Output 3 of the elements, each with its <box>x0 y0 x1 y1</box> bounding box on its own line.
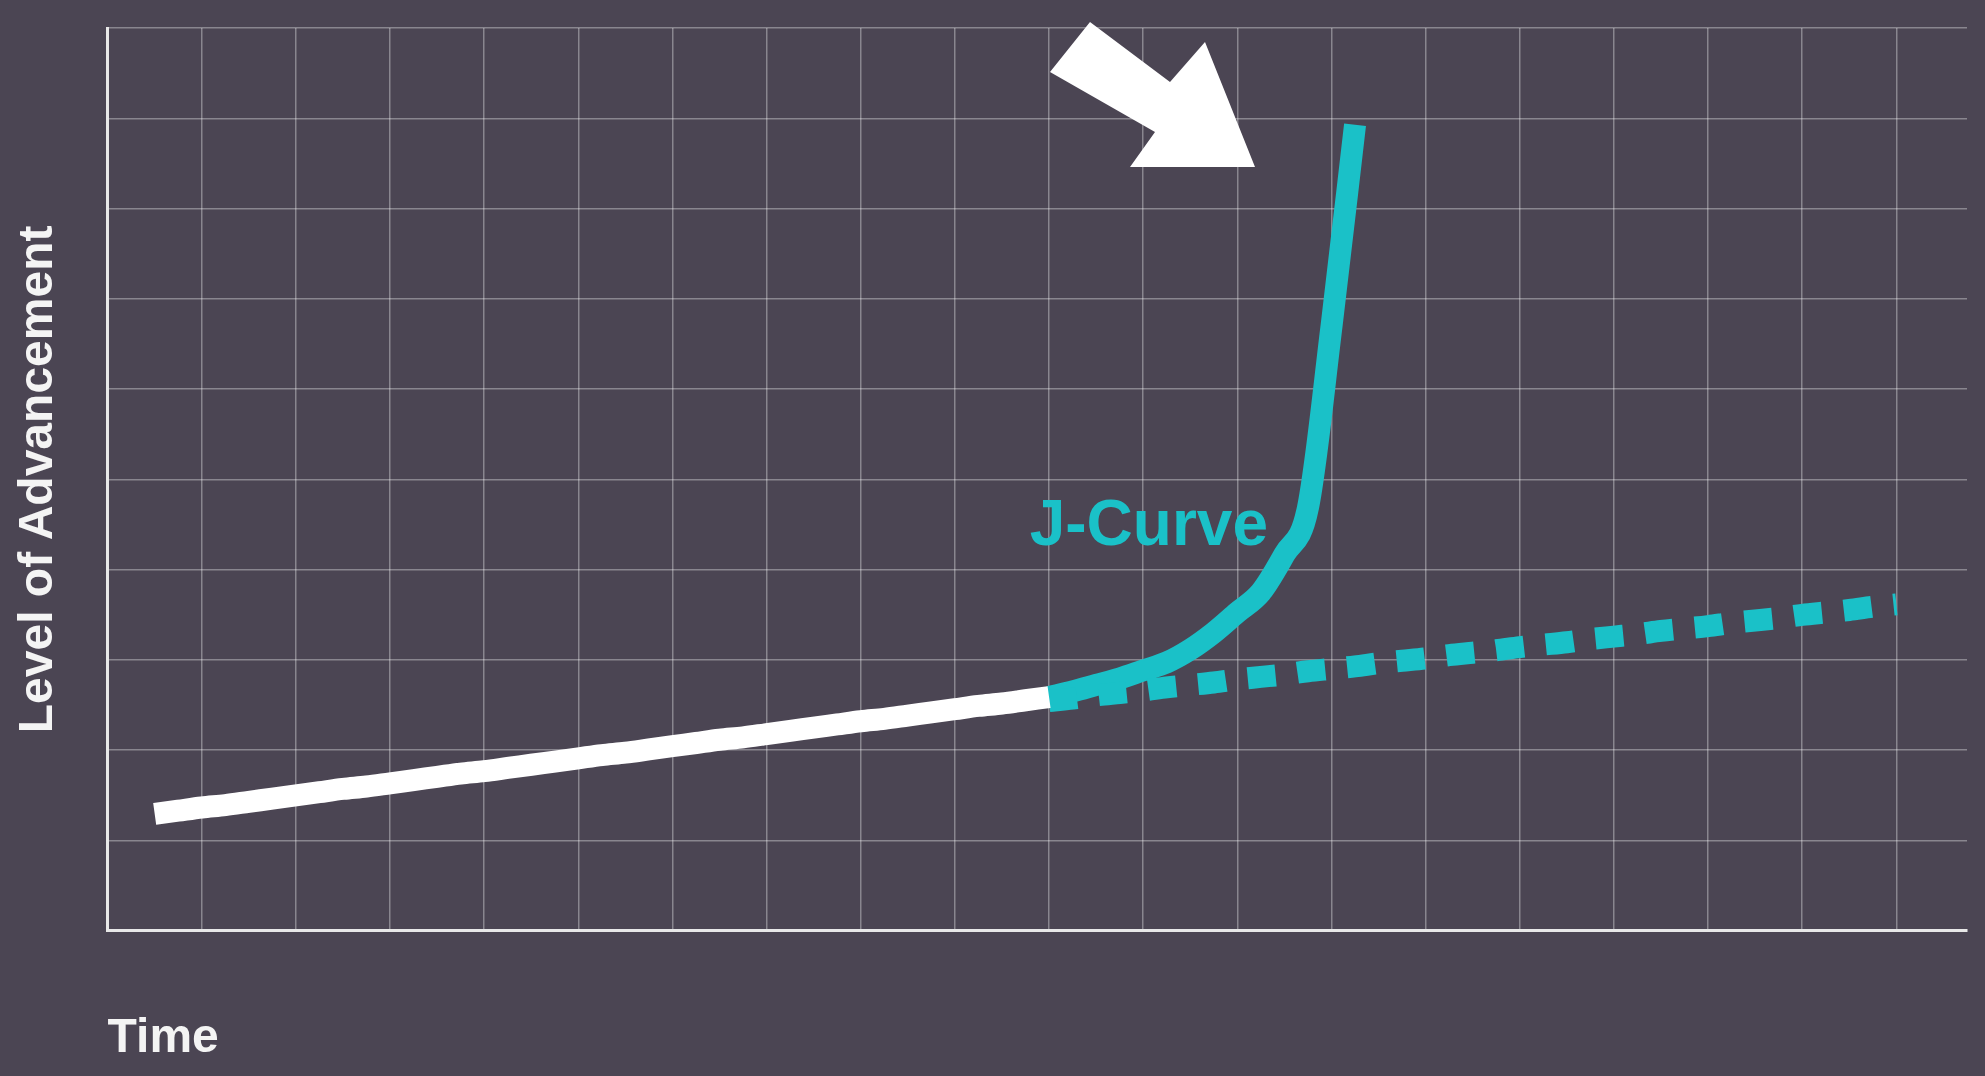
y-axis-title: Level of Advancement <box>9 225 63 734</box>
x-axis-title: Time <box>107 1009 219 1063</box>
series-label: J-Curve <box>1029 487 1268 560</box>
